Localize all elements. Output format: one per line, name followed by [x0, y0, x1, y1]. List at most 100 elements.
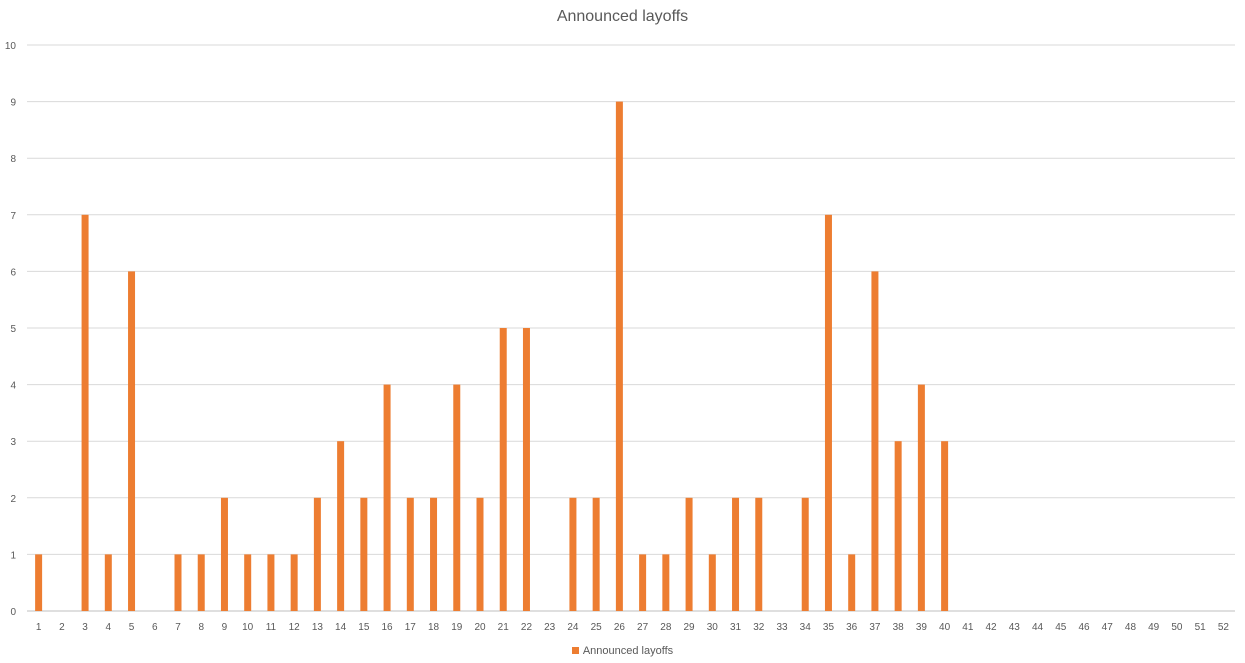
bar [35, 554, 43, 611]
x-tick-label: 21 [498, 622, 510, 633]
x-tick-label: 52 [1218, 622, 1230, 633]
bar [430, 497, 438, 611]
x-tick-label: 36 [846, 622, 858, 633]
bar [244, 554, 252, 611]
bar [406, 497, 414, 611]
x-tick-label: 42 [986, 622, 998, 633]
bar [685, 497, 693, 611]
x-tick-label: 37 [869, 622, 881, 633]
y-tick-label: 4 [10, 381, 16, 392]
x-tick-label: 45 [1055, 622, 1067, 633]
bar [732, 497, 740, 611]
x-tick-label: 28 [660, 622, 672, 633]
y-tick-label: 10 [5, 41, 17, 52]
x-tick-label: 4 [106, 622, 112, 633]
x-tick-label: 39 [916, 622, 928, 633]
y-tick-label: 7 [10, 211, 16, 222]
bar [337, 441, 345, 611]
x-tick-label: 33 [776, 622, 788, 633]
bar [569, 497, 577, 611]
y-tick-label: 9 [10, 98, 16, 109]
x-axis-ticks: 1 2 3 4 5 6 7 8 9 10 11 12 13 14 15 16 17 18 19 20 21 22 23 24 2… [36, 622, 1230, 633]
bar [522, 328, 530, 611]
bar [848, 554, 856, 611]
x-tick-label: 15 [358, 622, 370, 633]
y-tick-label: 2 [10, 494, 16, 505]
bar [197, 554, 205, 611]
x-tick-label: 6 [152, 622, 158, 633]
x-tick-label: 11 [266, 622, 277, 633]
x-tick-label: 40 [939, 622, 951, 633]
y-axis-ticks: 0 1 2 3 4 5 6 7 8 9 10 [5, 41, 17, 618]
x-tick-label: 10 [242, 622, 254, 633]
bar [128, 271, 136, 611]
bar [755, 497, 763, 611]
x-tick-label: 12 [289, 622, 301, 633]
x-tick-label: 19 [451, 622, 463, 633]
bar [824, 214, 832, 612]
x-tick-label: 27 [637, 622, 649, 633]
x-tick-label: 5 [129, 622, 135, 633]
x-tick-label: 3 [82, 622, 88, 633]
bar [104, 554, 112, 611]
x-tick-label: 22 [521, 622, 533, 633]
x-tick-label: 9 [222, 622, 228, 633]
bar [615, 101, 623, 611]
bar [81, 214, 89, 612]
bar [360, 497, 368, 611]
x-tick-label: 46 [1078, 622, 1090, 633]
x-tick-label: 16 [382, 622, 394, 633]
x-tick-label: 32 [753, 622, 765, 633]
gridlines [27, 44, 1235, 612]
bar [871, 271, 879, 611]
x-tick-label: 29 [684, 622, 696, 633]
bar [592, 497, 600, 611]
y-tick-label: 1 [10, 550, 16, 561]
y-tick-label: 5 [10, 324, 16, 335]
y-tick-label: 0 [10, 607, 16, 618]
x-tick-label: 31 [730, 622, 742, 633]
x-tick-label: 1 [36, 622, 42, 633]
legend: Announced layoffs [0, 645, 1245, 657]
x-tick-label: 14 [335, 622, 347, 633]
bar [894, 441, 902, 611]
x-tick-label: 23 [544, 622, 556, 633]
legend-swatch [571, 646, 579, 654]
bar [708, 554, 716, 611]
y-tick-label: 6 [10, 267, 16, 278]
x-tick-label: 25 [591, 622, 603, 633]
bar [313, 497, 321, 611]
x-tick-label: 18 [428, 622, 440, 633]
x-tick-label: 44 [1032, 622, 1044, 633]
x-tick-label: 38 [893, 622, 905, 633]
y-tick-label: 8 [10, 154, 16, 165]
x-tick-label: 34 [800, 622, 812, 633]
bar [290, 554, 298, 611]
x-tick-label: 35 [823, 622, 835, 633]
x-tick-label: 48 [1125, 622, 1137, 633]
x-tick-label: 17 [405, 622, 417, 633]
x-tick-label: 47 [1102, 622, 1114, 633]
bar [383, 384, 391, 611]
bar [220, 497, 228, 611]
x-tick-label: 20 [474, 622, 486, 633]
x-tick-label: 24 [567, 622, 579, 633]
bar [453, 384, 461, 611]
x-tick-label: 2 [59, 622, 65, 633]
x-tick-label: 13 [312, 622, 324, 633]
x-tick-label: 8 [198, 622, 204, 633]
bar [499, 328, 507, 611]
x-tick-label: 7 [175, 622, 181, 633]
x-tick-label: 30 [707, 622, 719, 633]
bar [662, 554, 670, 611]
legend-label: Announced layoffs [582, 645, 674, 658]
bar [639, 554, 647, 611]
x-tick-label: 41 [962, 622, 974, 633]
x-tick-label: 49 [1148, 622, 1160, 633]
bar [941, 441, 949, 611]
bar [267, 554, 275, 611]
x-tick-label: 43 [1009, 622, 1021, 633]
x-tick-label: 26 [614, 622, 626, 633]
bar [917, 384, 925, 611]
